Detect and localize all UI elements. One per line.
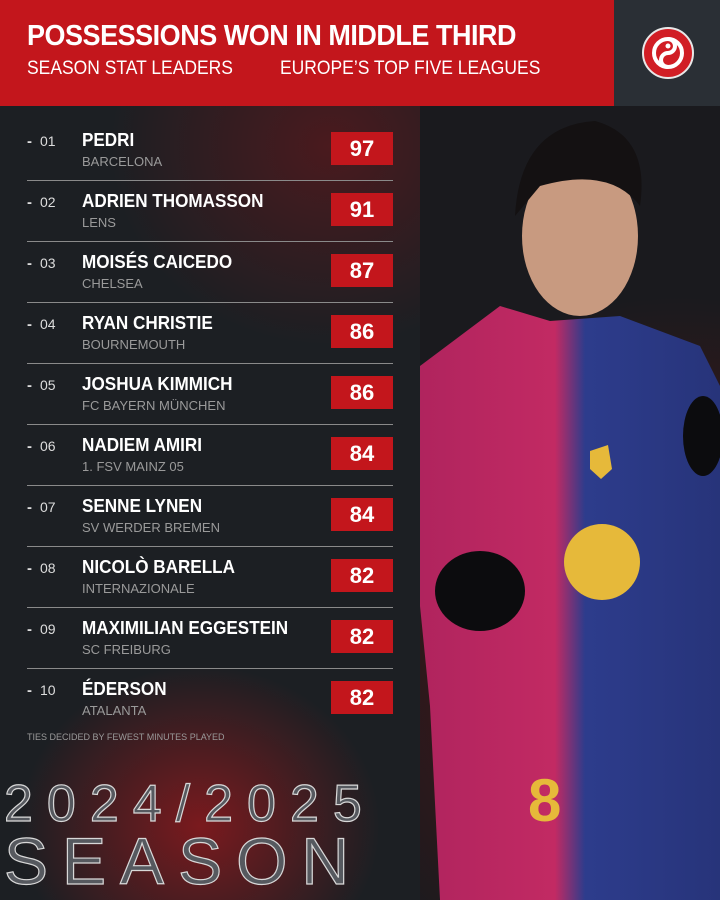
stat-value: 97	[331, 132, 393, 165]
rank: -09	[27, 621, 56, 638]
rank-number: 04	[40, 316, 56, 332]
stat-value: 86	[331, 315, 393, 348]
stat-value: 87	[331, 254, 393, 287]
brand-logo-icon	[642, 27, 694, 79]
club-name: INTERNAZIONALE	[82, 581, 195, 596]
player-name: PEDRI	[82, 130, 135, 150]
rank-number: 08	[40, 560, 56, 576]
club-name: ATALANTA	[82, 703, 147, 718]
leader-row: -09 MAXIMILIAN EGGESTEIN SC FREIBURG 82	[27, 608, 393, 669]
player-photo: 8	[420, 106, 720, 900]
player-name: RYAN CHRISTIE	[82, 313, 213, 333]
season-word: SEASON	[3, 824, 364, 898]
rank: -02	[27, 194, 56, 211]
rank-number: 02	[40, 194, 56, 210]
player-name: MOISÉS CAICEDO	[82, 252, 233, 272]
player-name: NICOLÒ BARELLA	[82, 557, 235, 577]
stat-value: 86	[331, 376, 393, 409]
rank: -08	[27, 560, 56, 577]
club-name: 1. FSV MAINZ 05	[82, 459, 184, 474]
leader-row: -04 RYAN CHRISTIE BOURNEMOUTH 86	[27, 303, 393, 364]
club-name: SC FREIBURG	[82, 642, 171, 657]
club-name: SV WERDER BREMEN	[82, 520, 220, 535]
leader-row: -05 JOSHUA KIMMICH FC BAYERN MÜNCHEN 86	[27, 364, 393, 425]
season-years: 2024/2025	[3, 775, 376, 833]
rank-number: 09	[40, 621, 56, 637]
club-name: BARCELONA	[82, 154, 163, 169]
rank: -03	[27, 255, 56, 272]
stat-value: 84	[331, 437, 393, 470]
player-name: ADRIEN THOMASSON	[82, 191, 264, 211]
rank: -07	[27, 499, 56, 516]
stat-value: 82	[331, 681, 393, 714]
rank-number: 03	[40, 255, 56, 271]
page-title: POSSESSIONS WON IN MIDDLE THIRD	[27, 20, 517, 52]
footnote: TIES DECIDED BY FEWEST MINUTES PLAYED	[27, 732, 225, 742]
subtitle-right: EUROPE’S TOP FIVE LEAGUES	[280, 58, 541, 79]
rank: -05	[27, 377, 56, 394]
stat-value: 84	[331, 498, 393, 531]
leader-row: -07 SENNE LYNEN SV WERDER BREMEN 84	[27, 486, 393, 547]
leaderboard-panel: -01 PEDRI BARCELONA 97-02 ADRIEN THOMASS…	[0, 106, 420, 900]
rank-number: 06	[40, 438, 56, 454]
rank-number: 10	[40, 682, 56, 698]
subtitle-left: SEASON STAT LEADERS	[27, 58, 233, 79]
player-name: SENNE LYNEN	[82, 496, 203, 516]
player-name: JOSHUA KIMMICH	[82, 374, 233, 394]
rank-number: 01	[40, 133, 56, 149]
leader-row: -02 ADRIEN THOMASSON LENS 91	[27, 181, 393, 242]
club-name: FC BAYERN MÜNCHEN	[82, 398, 226, 413]
rank: -10	[27, 682, 56, 699]
leader-row: -06 NADIEM AMIRI 1. FSV MAINZ 05 84	[27, 425, 393, 486]
jersey-number: 8	[528, 767, 561, 834]
club-name: LENS	[82, 215, 116, 230]
rank: -01	[27, 133, 56, 150]
stat-value: 82	[331, 559, 393, 592]
stat-value: 91	[331, 193, 393, 226]
leader-row: -03 MOISÉS CAICEDO CHELSEA 87	[27, 242, 393, 303]
rank: -04	[27, 316, 56, 333]
rank-number: 05	[40, 377, 56, 393]
leader-row: -08 NICOLÒ BARELLA INTERNAZIONALE 82	[27, 547, 393, 608]
rank-number: 07	[40, 499, 56, 515]
club-name: CHELSEA	[82, 276, 143, 291]
player-name: MAXIMILIAN EGGESTEIN	[82, 618, 289, 638]
club-name: BOURNEMOUTH	[82, 337, 186, 352]
player-name: ÉDERSON	[82, 679, 167, 699]
player-name: NADIEM AMIRI	[82, 435, 203, 455]
leader-row: -01 PEDRI BARCELONA 97	[27, 120, 393, 181]
header: POSSESSIONS WON IN MIDDLE THIRD SEASON S…	[0, 0, 614, 106]
leader-row: -10 ÉDERSON ATALANTA 82	[27, 669, 393, 730]
stat-value: 82	[331, 620, 393, 653]
rank: -06	[27, 438, 56, 455]
